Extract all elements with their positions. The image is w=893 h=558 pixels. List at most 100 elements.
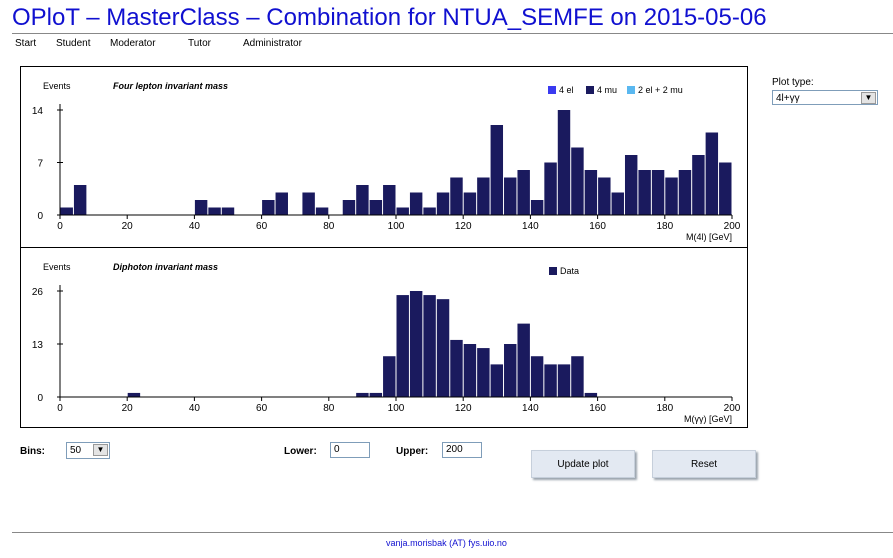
- update-plot-button[interactable]: Update plot: [531, 450, 635, 478]
- bar: [436, 192, 450, 215]
- y-tick-label: 0: [37, 393, 43, 404]
- bar: [369, 392, 383, 397]
- reset-button[interactable]: Reset: [652, 450, 756, 478]
- bar: [463, 344, 477, 397]
- x-tick-label: 20: [122, 221, 134, 232]
- x-axis-label: M(4l) [GeV]: [686, 232, 732, 242]
- lower-input[interactable]: 0: [330, 442, 370, 458]
- bar: [517, 323, 530, 397]
- bar: [194, 200, 208, 215]
- bar: [423, 207, 436, 215]
- x-tick-label: 160: [589, 221, 606, 232]
- bar: [409, 192, 423, 215]
- y-tick-label: 7: [37, 159, 43, 170]
- bar: [477, 348, 490, 397]
- x-tick-label: 100: [388, 221, 405, 232]
- bar: [584, 392, 598, 397]
- y-tick-label: 0: [37, 211, 43, 222]
- y-tick-label: 26: [32, 287, 44, 298]
- bins-select[interactable]: 50 ▼: [66, 442, 110, 459]
- upper-input[interactable]: 200: [442, 442, 482, 458]
- bar: [557, 110, 571, 215]
- x-tick-label: 80: [323, 221, 335, 232]
- chart-title: Diphoton invariant mass: [113, 262, 218, 272]
- bar: [369, 200, 383, 215]
- bar: [692, 155, 705, 215]
- bar: [651, 170, 665, 215]
- bar: [463, 192, 477, 215]
- chevron-down-icon[interactable]: ▼: [93, 444, 108, 456]
- bar: [275, 192, 288, 215]
- nav-administrator[interactable]: Administrator: [243, 38, 302, 49]
- legend-label: Data: [560, 266, 579, 276]
- bar: [638, 170, 651, 215]
- x-tick-label: 100: [388, 403, 405, 414]
- bar: [719, 162, 732, 215]
- bar: [490, 364, 504, 397]
- lower-label: Lower:: [284, 446, 317, 457]
- bar: [315, 207, 329, 215]
- bar: [530, 356, 544, 397]
- bins-label: Bins:: [20, 446, 45, 457]
- bar: [517, 170, 530, 215]
- x-tick-label: 180: [656, 221, 673, 232]
- bar: [356, 185, 369, 215]
- x-tick-label: 200: [724, 221, 741, 232]
- bar: [504, 344, 517, 397]
- plot-divider: [20, 247, 748, 248]
- bar: [584, 170, 598, 215]
- bar: [490, 125, 504, 215]
- legend-label: 2 el + 2 mu: [638, 85, 683, 95]
- y-tick-label: 13: [32, 340, 44, 351]
- x-tick-label: 160: [589, 403, 606, 414]
- nav-tutor[interactable]: Tutor: [188, 38, 211, 49]
- legend-swatch: [549, 267, 557, 275]
- page-title: OPloT – MasterClass – Combination for NT…: [12, 4, 767, 31]
- chevron-down-icon[interactable]: ▼: [861, 92, 876, 104]
- bar: [436, 299, 450, 397]
- bar: [450, 339, 463, 397]
- bar: [665, 177, 678, 215]
- bar: [504, 177, 517, 215]
- bar: [383, 356, 396, 397]
- x-tick-label: 80: [323, 403, 335, 414]
- x-tick-label: 20: [122, 403, 134, 414]
- bar: [127, 392, 141, 397]
- legend-label: 4 el: [559, 85, 574, 95]
- bar: [262, 200, 275, 215]
- bar: [396, 207, 409, 215]
- plot-type-value: 4l+γγ: [776, 93, 800, 104]
- x-tick-label: 40: [189, 403, 201, 414]
- bar: [530, 200, 544, 215]
- y-axis-label: Events: [43, 262, 71, 272]
- bar: [423, 295, 436, 397]
- bar: [611, 192, 624, 215]
- x-tick-label: 60: [256, 221, 268, 232]
- nav-moderator[interactable]: Moderator: [110, 38, 156, 49]
- bar: [624, 155, 638, 215]
- diphoton-chart: 0 20 40 60 80 100 120 140 160 180 200 0 13 26 Events Di…: [32, 262, 741, 424]
- legend-label: 4 mu: [597, 85, 617, 95]
- footer-contact[interactable]: vanja.morisbak (AT) fys.uio.no: [386, 538, 507, 548]
- bar: [342, 200, 356, 215]
- bar: [544, 162, 557, 215]
- plot-type-select[interactable]: 4l+γγ ▼: [772, 90, 878, 105]
- x-tick-label: 140: [522, 221, 539, 232]
- y-axis-label: Events: [43, 81, 71, 91]
- x-tick-label: 200: [724, 403, 741, 414]
- x-tick-label: 60: [256, 403, 268, 414]
- plot-type-label: Plot type:: [772, 77, 814, 88]
- nav-student[interactable]: Student: [56, 38, 91, 49]
- legend-swatch: [627, 86, 635, 94]
- bar: [544, 364, 557, 397]
- x-axis-label: M(γγ) [GeV]: [684, 414, 732, 424]
- bar: [208, 207, 221, 215]
- x-tick-label: 0: [57, 403, 63, 414]
- y-tick-label: 14: [32, 106, 44, 117]
- bar: [477, 177, 490, 215]
- bar: [73, 185, 87, 215]
- bar: [557, 364, 571, 397]
- x-tick-label: 140: [522, 403, 539, 414]
- nav-start[interactable]: Start: [15, 38, 37, 49]
- four-lepton-chart: 0 20 40 60 80 100 120 140 160 180 200 0 7 14 Events Fou…: [32, 81, 741, 242]
